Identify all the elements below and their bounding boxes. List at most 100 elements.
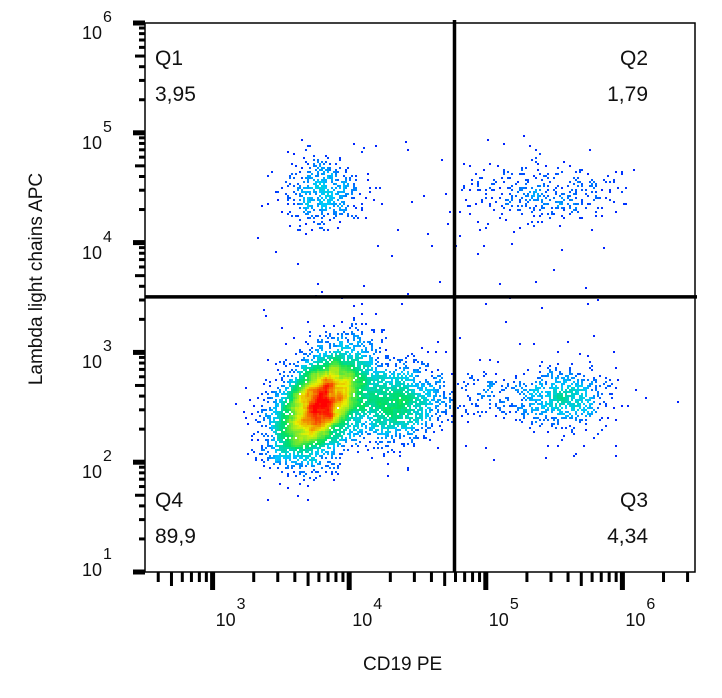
density-bin — [297, 451, 299, 453]
density-bin — [403, 395, 405, 397]
x-axis-title: CD19 PE — [363, 654, 443, 675]
density-bin — [407, 415, 409, 417]
density-bin — [377, 447, 379, 449]
density-bin — [411, 417, 413, 419]
density-bin — [317, 199, 319, 201]
density-bin — [293, 445, 295, 447]
density-bin — [591, 183, 593, 185]
density-bin — [289, 175, 291, 177]
density-bin — [365, 323, 367, 325]
density-bin — [343, 381, 345, 383]
density-bin — [587, 407, 589, 409]
density-bin — [311, 433, 313, 435]
density-bin — [579, 419, 581, 421]
density-bin — [581, 199, 583, 201]
density-bin — [347, 419, 349, 421]
density-bin — [297, 393, 299, 395]
density-bin — [327, 193, 329, 195]
density-bin — [289, 397, 291, 399]
density-bin — [539, 381, 541, 383]
density-bin — [589, 181, 591, 183]
density-bin — [561, 201, 563, 203]
density-bin — [355, 393, 357, 395]
density-bin — [307, 391, 309, 393]
density-bin — [423, 383, 425, 385]
density-bin — [375, 373, 377, 375]
density-bin — [295, 447, 297, 449]
density-bin — [359, 435, 361, 437]
density-bin — [319, 423, 321, 425]
density-bin — [331, 437, 333, 439]
density-bin — [337, 467, 339, 469]
density-bin — [293, 403, 295, 405]
density-bin — [405, 409, 407, 411]
density-bin — [319, 385, 321, 387]
density-bin — [297, 415, 299, 417]
density-bin — [317, 377, 319, 379]
density-bin — [357, 445, 359, 447]
density-bin — [317, 409, 319, 411]
density-bin — [359, 345, 361, 347]
density-bin — [395, 403, 397, 405]
density-bin — [387, 411, 389, 413]
density-bin — [263, 309, 265, 311]
density-bin — [457, 383, 459, 385]
density-bin — [339, 435, 341, 437]
density-bin — [331, 399, 333, 401]
density-bin — [325, 187, 327, 189]
density-bin — [319, 397, 321, 399]
density-bin — [333, 423, 335, 425]
density-bin — [477, 189, 479, 191]
tick-base: 10 — [82, 132, 103, 153]
density-bin — [561, 439, 563, 441]
density-bin — [385, 437, 387, 439]
density-bin — [299, 419, 301, 421]
density-bin — [553, 389, 555, 391]
density-bin — [549, 181, 551, 183]
density-bin — [317, 439, 319, 441]
density-bin — [341, 341, 343, 343]
density-bin — [343, 415, 345, 417]
density-bin — [295, 405, 297, 407]
density-bin — [319, 223, 321, 225]
density-bin — [529, 427, 531, 429]
density-bin — [549, 391, 551, 393]
density-bin — [533, 193, 535, 195]
density-bin — [327, 443, 329, 445]
density-bin — [381, 407, 383, 409]
density-bin — [387, 399, 389, 401]
density-bin — [323, 173, 325, 175]
density-bin — [321, 385, 323, 387]
density-bin — [391, 385, 393, 387]
density-bin — [267, 435, 269, 437]
density-bin — [293, 415, 295, 417]
density-bin — [533, 175, 535, 177]
density-bin — [561, 403, 563, 405]
density-bin — [593, 379, 595, 381]
density-bin — [387, 393, 389, 395]
density-bin — [543, 183, 545, 185]
density-bin — [281, 411, 283, 413]
density-bin — [425, 399, 427, 401]
density-bin — [585, 395, 587, 397]
density-bin — [581, 401, 583, 403]
density-bin — [281, 451, 283, 453]
density-bin — [401, 421, 403, 423]
density-bin — [573, 393, 575, 395]
density-bin — [377, 407, 379, 409]
density-bin — [309, 381, 311, 383]
density-bin — [305, 423, 307, 425]
density-bin — [331, 173, 333, 175]
density-bin — [331, 425, 333, 427]
density-bin — [361, 411, 363, 413]
density-bin — [381, 203, 383, 205]
density-bin — [581, 203, 583, 205]
density-bin — [319, 359, 321, 361]
density-bin — [349, 327, 351, 329]
density-bin — [327, 427, 329, 429]
density-bin — [285, 415, 287, 417]
density-bin — [331, 177, 333, 179]
density-bin — [389, 431, 391, 433]
density-bin — [391, 393, 393, 395]
density-bin — [297, 187, 299, 189]
